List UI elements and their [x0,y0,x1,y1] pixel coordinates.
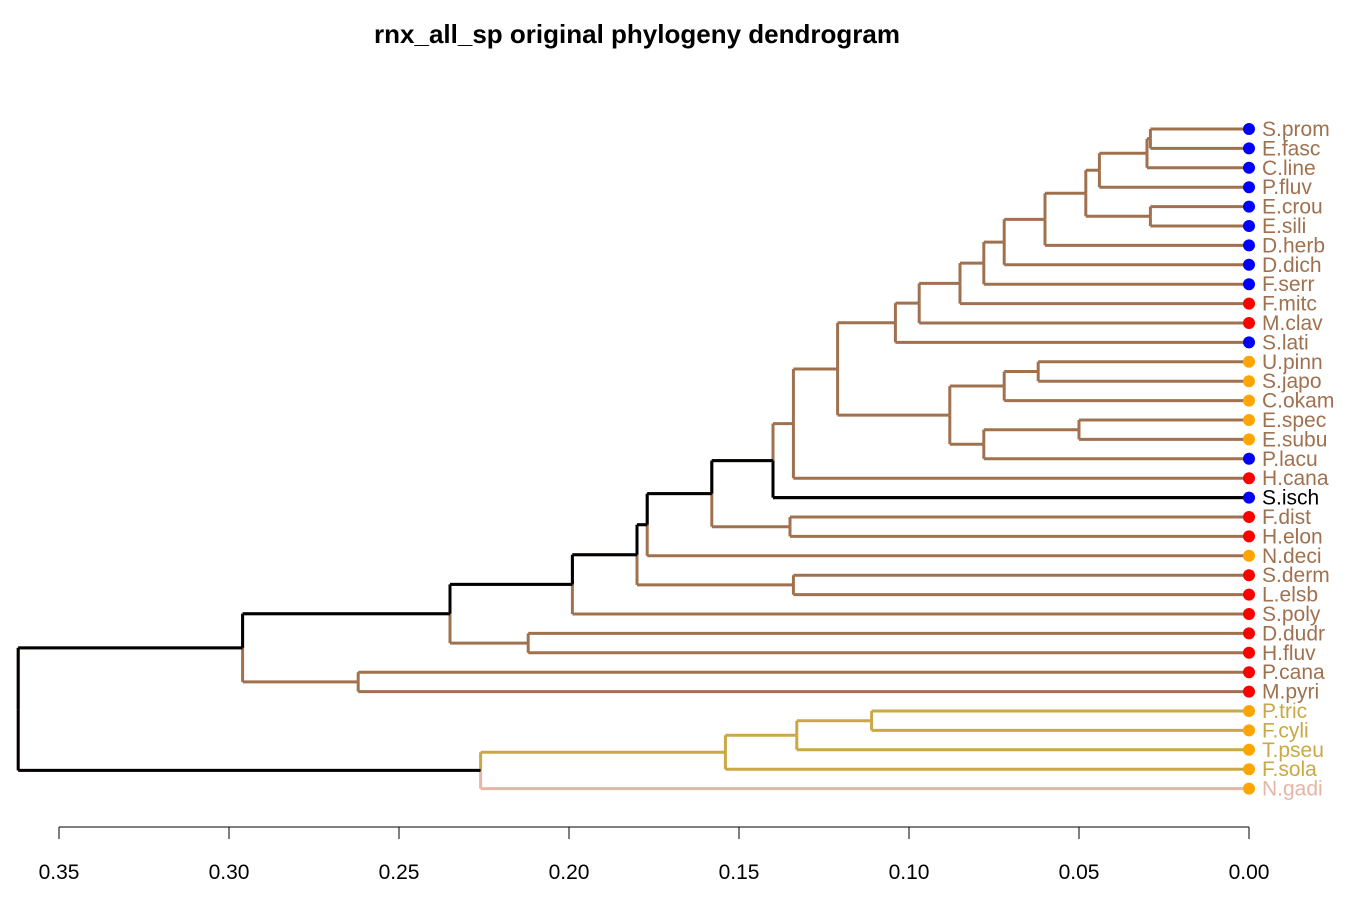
leaf-point [1243,569,1255,582]
leaf-point [1243,433,1255,446]
leaf-point [1243,588,1255,601]
leaf-label: S.prom [1262,118,1330,141]
leaf-point [1243,239,1255,252]
leaf-label: F.mitc [1262,293,1317,316]
leaf-label: E.fasc [1262,137,1320,160]
leaf-label: P.tric [1262,700,1307,723]
leaf-label: F.cyli [1262,719,1309,742]
leaf-point [1243,472,1255,485]
leaf-point [1243,200,1255,213]
leaf-label: C.okam [1262,390,1334,413]
leaf-point [1243,685,1255,698]
leaf-label: P.lacu [1262,448,1318,471]
leaf-label: E.sili [1262,215,1306,238]
leaf-point [1243,414,1255,426]
leaf-label: D.dudr [1262,622,1325,645]
leaf-label: D.herb [1262,234,1325,257]
leaf-label: L.elsb [1262,584,1318,607]
leaf-label: F.serr [1262,273,1315,296]
leaf-point [1243,743,1255,756]
leaf-label: H.fluv [1262,642,1316,665]
x-tick-label: 0.10 [889,861,930,884]
x-tick-label: 0.15 [719,861,760,884]
dendrogram-leaves: S.promE.fascC.lineP.fluvE.crouE.siliD.he… [1243,118,1334,801]
x-tick-label: 0.35 [39,861,80,884]
dendrogram-branches [16,127,1249,791]
leaf-point [1243,646,1255,659]
x-tick-label: 0.20 [549,861,590,884]
leaf-label: E.subu [1262,428,1327,451]
leaf-label: E.crou [1262,196,1323,219]
leaf-label: F.dist [1262,506,1311,529]
leaf-point [1243,724,1255,737]
leaf-label: N.deci [1262,545,1322,568]
leaf-point [1243,530,1255,543]
leaf-point [1243,297,1255,310]
leaf-point [1243,278,1255,291]
leaf-label: C.line [1262,157,1316,180]
leaf-point [1243,763,1255,776]
leaf-label: S.derm [1262,564,1330,587]
leaf-label: S.isch [1262,487,1319,510]
leaf-point [1243,375,1255,388]
leaf-point [1243,491,1255,504]
leaf-point [1243,142,1255,155]
x-axis: 0.35 0.30 0.25 0.20 0.15 0.10 0.05 0.00 [39,826,1270,884]
leaf-point [1243,123,1255,135]
leaf-label: H.elon [1262,525,1323,548]
leaf-point [1243,627,1255,640]
leaf-label: E.spec [1262,409,1326,432]
leaf-label: M.pyri [1262,681,1319,704]
leaf-label: M.clav [1262,312,1323,335]
leaf-point [1243,452,1255,465]
chart-title: rnx_all_sp original phylogeny dendrogram [374,19,900,49]
leaf-point [1243,258,1255,271]
leaf-point [1243,336,1255,349]
leaf-label: S.lati [1262,331,1309,354]
leaf-label: U.pinn [1262,351,1323,374]
leaf-point [1243,220,1255,232]
leaf-label: N.gadi [1262,778,1323,801]
leaf-point [1243,317,1255,329]
leaf-label: D.dich [1262,254,1322,277]
leaf-label: S.japo [1262,370,1322,393]
x-tick-label: 0.00 [1229,861,1270,884]
leaf-point [1243,705,1255,717]
leaf-label: P.fluv [1262,176,1312,199]
x-tick-label: 0.05 [1059,861,1100,884]
leaf-point [1243,394,1255,407]
leaf-label: H.cana [1262,467,1329,490]
leaf-point [1243,782,1255,795]
leaf-label: F.sola [1262,758,1317,781]
leaf-point [1243,608,1255,620]
leaf-label: T.pseu [1262,739,1324,762]
leaf-point [1243,549,1255,562]
leaf-label: S.poly [1262,603,1321,626]
x-tick-label: 0.30 [209,861,250,884]
leaf-point [1243,511,1255,523]
leaf-point [1243,355,1255,368]
x-tick-label: 0.25 [379,861,420,884]
leaf-point [1243,666,1255,679]
leaf-point [1243,181,1255,194]
leaf-label: P.cana [1262,661,1325,684]
leaf-point [1243,161,1255,174]
